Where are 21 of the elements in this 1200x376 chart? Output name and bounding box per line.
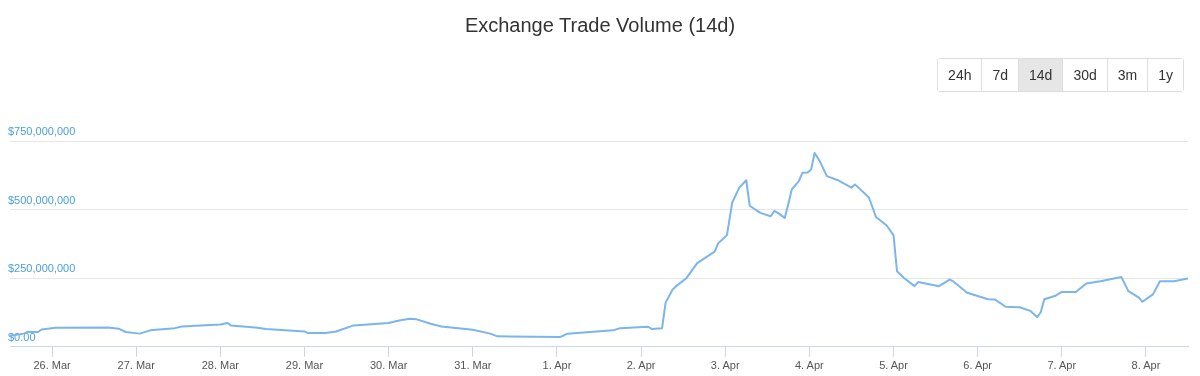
y-tick-label: $0.00: [8, 330, 36, 343]
x-tick-label: 5. Apr: [879, 359, 909, 372]
x-tick-label: 26. Mar: [33, 359, 72, 372]
y-tick-label: $250,000,000: [8, 262, 76, 275]
x-tick-label: 29. Mar: [285, 359, 324, 372]
y-tick-label: $500,000,000: [8, 193, 76, 206]
x-tick-label: 30. Mar: [369, 359, 408, 372]
x-tick-label: 6. Apr: [963, 359, 993, 372]
chart-title: Exchange Trade Volume (14d): [463, 14, 737, 37]
x-tick-label: 2. Apr: [626, 359, 656, 372]
range-button: 14d: [1018, 59, 1063, 91]
x-tick-label: 28. Mar: [201, 359, 240, 372]
x-tick-label: 31. Mar: [454, 359, 492, 372]
x-tick-label: 7. Apr: [1047, 359, 1077, 372]
range-button: 1y: [1147, 59, 1183, 91]
x-tick-label: 3. Apr: [710, 359, 740, 372]
x-tick-label: 4. Apr: [794, 359, 825, 372]
x-tick-label: 1. Apr: [542, 359, 572, 372]
x-tick-label: 27. Mar: [117, 359, 156, 372]
y-tick-label: $750,000,000: [8, 125, 76, 138]
x-tick-label: 8. Apr: [1131, 359, 1161, 372]
